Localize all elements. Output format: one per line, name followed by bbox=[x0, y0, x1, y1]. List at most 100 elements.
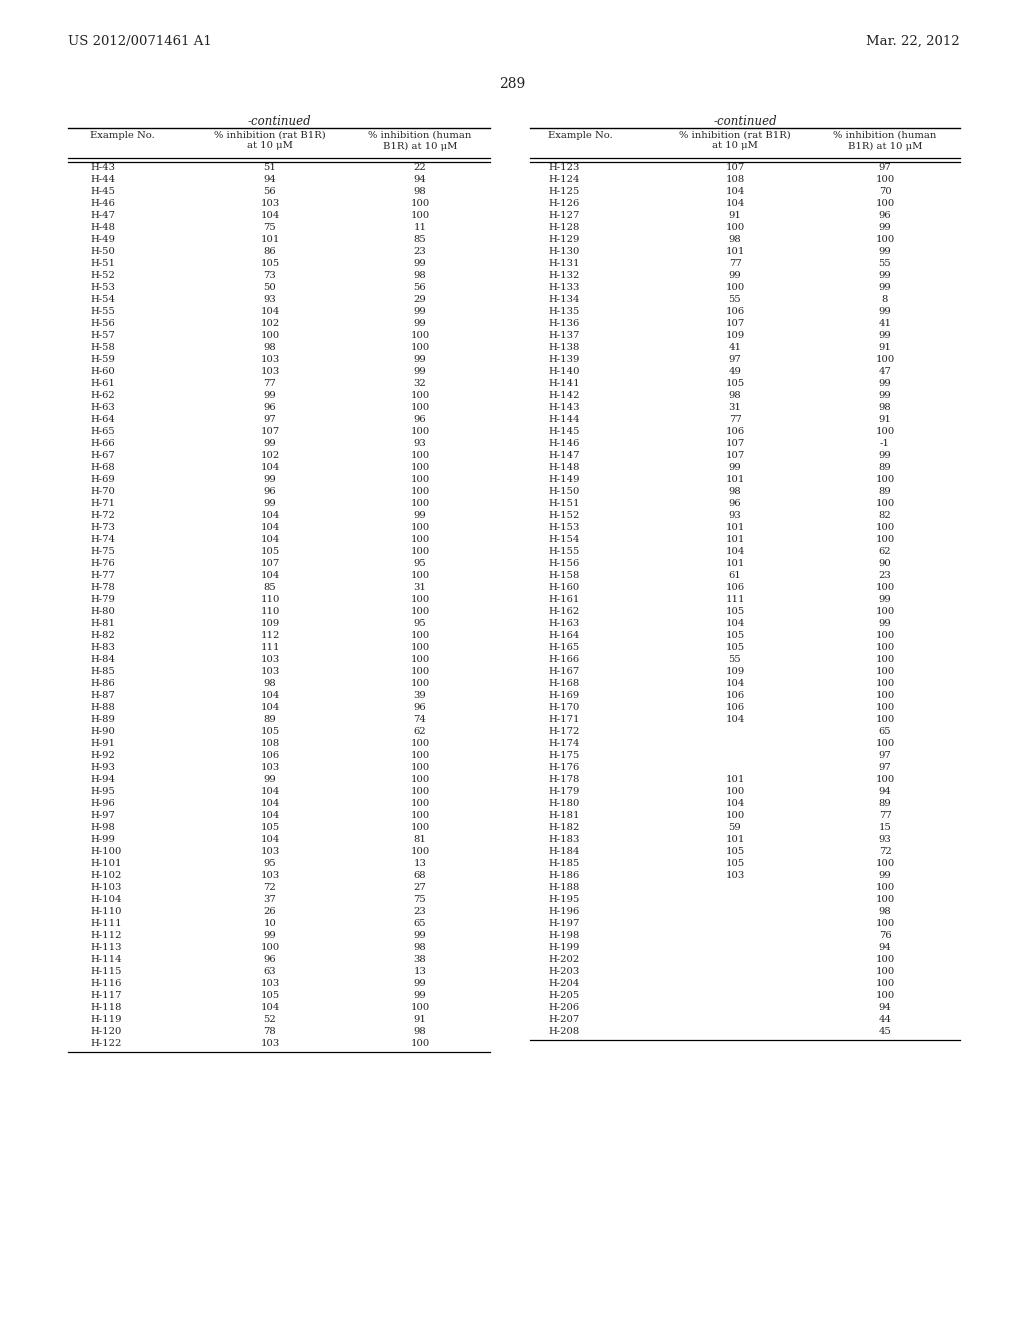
Text: H-49: H-49 bbox=[90, 235, 115, 244]
Text: 72: 72 bbox=[263, 883, 276, 892]
Text: 100: 100 bbox=[876, 428, 895, 437]
Text: H-164: H-164 bbox=[548, 631, 580, 640]
Text: 55: 55 bbox=[879, 260, 891, 268]
Text: H-183: H-183 bbox=[548, 836, 580, 845]
Text: 93: 93 bbox=[414, 440, 426, 449]
Text: H-61: H-61 bbox=[90, 380, 115, 388]
Text: 103: 103 bbox=[260, 979, 280, 989]
Text: H-111: H-111 bbox=[90, 920, 122, 928]
Text: H-87: H-87 bbox=[90, 692, 115, 701]
Text: 105: 105 bbox=[725, 847, 744, 857]
Text: H-171: H-171 bbox=[548, 715, 580, 725]
Text: 100: 100 bbox=[411, 1040, 430, 1048]
Text: 100: 100 bbox=[725, 812, 744, 821]
Text: 99: 99 bbox=[879, 392, 891, 400]
Text: H-74: H-74 bbox=[90, 536, 115, 544]
Text: H-67: H-67 bbox=[90, 451, 115, 461]
Text: 105: 105 bbox=[260, 991, 280, 1001]
Text: 100: 100 bbox=[876, 920, 895, 928]
Text: 99: 99 bbox=[879, 871, 891, 880]
Text: 99: 99 bbox=[414, 979, 426, 989]
Text: H-182: H-182 bbox=[548, 824, 580, 833]
Text: H-63: H-63 bbox=[90, 404, 115, 412]
Text: 112: 112 bbox=[260, 631, 280, 640]
Text: 103: 103 bbox=[260, 355, 280, 364]
Text: H-84: H-84 bbox=[90, 656, 115, 664]
Text: 98: 98 bbox=[263, 680, 276, 689]
Text: H-64: H-64 bbox=[90, 416, 115, 425]
Text: 96: 96 bbox=[879, 211, 891, 220]
Text: 99: 99 bbox=[879, 308, 891, 317]
Text: H-135: H-135 bbox=[548, 308, 580, 317]
Text: 100: 100 bbox=[260, 944, 280, 953]
Text: 13: 13 bbox=[414, 968, 426, 977]
Text: 73: 73 bbox=[263, 272, 276, 281]
Text: 89: 89 bbox=[879, 463, 891, 473]
Text: H-71: H-71 bbox=[90, 499, 115, 508]
Text: 104: 104 bbox=[725, 199, 744, 209]
Text: Example No.: Example No. bbox=[548, 131, 612, 140]
Text: 103: 103 bbox=[260, 367, 280, 376]
Text: 23: 23 bbox=[414, 248, 426, 256]
Text: 100: 100 bbox=[411, 644, 430, 652]
Text: 93: 93 bbox=[263, 296, 276, 305]
Text: 100: 100 bbox=[876, 859, 895, 869]
Text: 99: 99 bbox=[729, 272, 741, 281]
Text: 99: 99 bbox=[414, 991, 426, 1001]
Text: 55: 55 bbox=[729, 296, 741, 305]
Text: 77: 77 bbox=[729, 260, 741, 268]
Text: 99: 99 bbox=[414, 308, 426, 317]
Text: 104: 104 bbox=[260, 524, 280, 532]
Text: 100: 100 bbox=[876, 704, 895, 713]
Text: Example No.: Example No. bbox=[90, 131, 155, 140]
Text: 104: 104 bbox=[260, 704, 280, 713]
Text: 75: 75 bbox=[414, 895, 426, 904]
Text: % inhibition (rat B1R)
at 10 μM: % inhibition (rat B1R) at 10 μM bbox=[214, 131, 326, 150]
Text: -1: -1 bbox=[880, 440, 890, 449]
Text: 100: 100 bbox=[411, 631, 430, 640]
Text: 104: 104 bbox=[260, 788, 280, 796]
Text: 100: 100 bbox=[411, 428, 430, 437]
Text: H-169: H-169 bbox=[548, 692, 580, 701]
Text: 104: 104 bbox=[260, 572, 280, 581]
Text: H-161: H-161 bbox=[548, 595, 580, 605]
Text: H-57: H-57 bbox=[90, 331, 115, 341]
Text: H-197: H-197 bbox=[548, 920, 580, 928]
Text: 77: 77 bbox=[263, 380, 276, 388]
Text: H-142: H-142 bbox=[548, 392, 580, 400]
Text: 100: 100 bbox=[876, 979, 895, 989]
Text: 101: 101 bbox=[725, 475, 744, 484]
Text: 103: 103 bbox=[260, 1040, 280, 1048]
Text: H-115: H-115 bbox=[90, 968, 122, 977]
Text: 101: 101 bbox=[725, 560, 744, 569]
Text: 99: 99 bbox=[263, 392, 276, 400]
Text: 100: 100 bbox=[411, 524, 430, 532]
Text: 100: 100 bbox=[411, 475, 430, 484]
Text: 62: 62 bbox=[879, 548, 891, 557]
Text: 50: 50 bbox=[263, 284, 276, 293]
Text: 104: 104 bbox=[260, 463, 280, 473]
Text: 98: 98 bbox=[729, 487, 741, 496]
Text: 107: 107 bbox=[725, 164, 744, 173]
Text: 100: 100 bbox=[876, 680, 895, 689]
Text: 100: 100 bbox=[876, 715, 895, 725]
Text: H-96: H-96 bbox=[90, 800, 115, 808]
Text: 100: 100 bbox=[411, 776, 430, 784]
Text: 98: 98 bbox=[729, 235, 741, 244]
Text: H-94: H-94 bbox=[90, 776, 115, 784]
Text: 99: 99 bbox=[414, 319, 426, 329]
Text: H-116: H-116 bbox=[90, 979, 122, 989]
Text: H-91: H-91 bbox=[90, 739, 115, 748]
Text: 100: 100 bbox=[876, 883, 895, 892]
Text: H-60: H-60 bbox=[90, 367, 115, 376]
Text: 104: 104 bbox=[725, 187, 744, 197]
Text: H-83: H-83 bbox=[90, 644, 115, 652]
Text: H-75: H-75 bbox=[90, 548, 115, 557]
Text: 98: 98 bbox=[729, 392, 741, 400]
Text: 103: 103 bbox=[260, 199, 280, 209]
Text: H-198: H-198 bbox=[548, 932, 580, 940]
Text: 111: 111 bbox=[725, 595, 744, 605]
Text: 100: 100 bbox=[411, 788, 430, 796]
Text: H-73: H-73 bbox=[90, 524, 115, 532]
Text: 63: 63 bbox=[264, 968, 276, 977]
